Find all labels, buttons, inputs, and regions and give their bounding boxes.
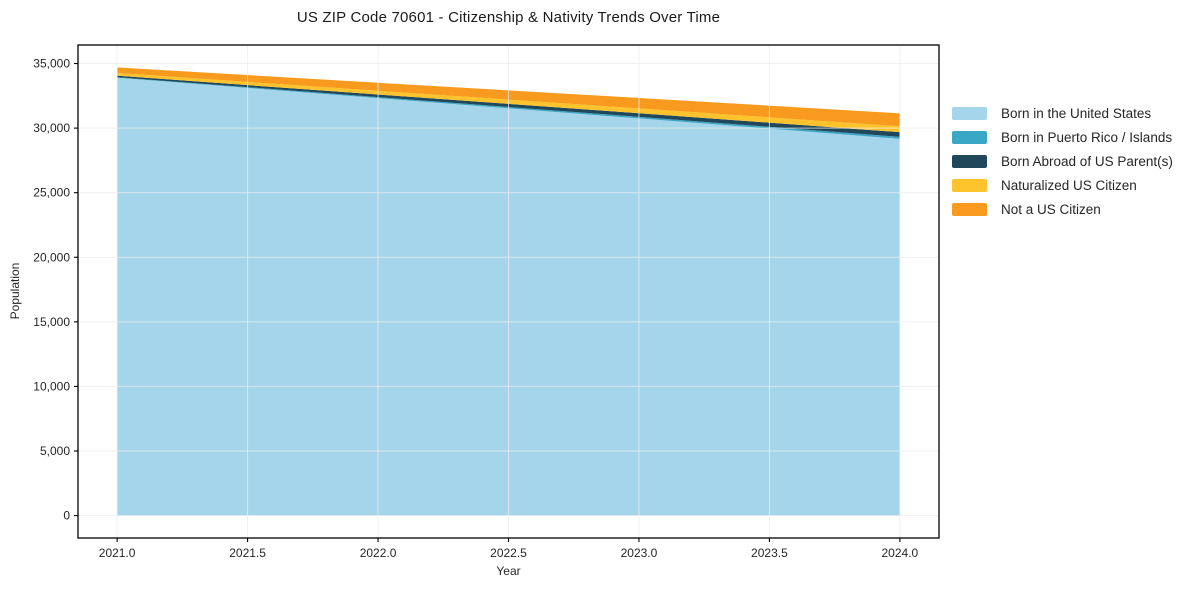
svg-text:20,000: 20,000 [33,250,70,264]
legend: Born in the United States Born in Puerto… [952,102,1173,221]
legend-item: Born in the United States [952,102,1173,126]
svg-text:2021.5: 2021.5 [229,546,266,560]
legend-item: Born Abroad of US Parent(s) [952,150,1173,174]
legend-label: Born in the United States [1001,106,1152,122]
svg-text:2023.5: 2023.5 [751,546,788,560]
svg-text:2023.0: 2023.0 [621,546,658,560]
svg-text:2021.0: 2021.0 [99,546,136,560]
legend-swatch-icon [952,154,987,168]
chart-title: US ZIP Code 70601 - Citizenship & Nativi… [296,9,721,26]
legend-swatch-icon [952,131,987,145]
x-axis-label: Year [496,564,521,578]
svg-text:25,000: 25,000 [33,186,70,200]
legend-label: Born in Puerto Rico / Islands [1001,130,1173,146]
legend-item: Not a US Citizen [952,197,1173,221]
svg-text:2024.0: 2024.0 [882,546,919,560]
svg-text:15,000: 15,000 [33,315,70,329]
svg-text:30,000: 30,000 [33,121,70,135]
legend-label: Not a US Citizen [1001,201,1101,217]
y-axis-label: Population [8,262,22,320]
svg-text:0: 0 [63,509,70,523]
legend-item: Born in Puerto Rico / Islands [952,126,1173,150]
legend-item: Naturalized US Citizen [952,173,1173,197]
legend-swatch-icon [952,107,987,121]
svg-text:35,000: 35,000 [33,57,70,71]
legend-label: Born Abroad of US Parent(s) [1001,153,1173,169]
legend-swatch-icon [952,178,987,192]
legend-label: Naturalized US Citizen [1001,177,1137,193]
svg-text:2022.0: 2022.0 [360,546,397,560]
svg-text:2022.5: 2022.5 [490,546,527,560]
svg-text:5,000: 5,000 [40,444,70,458]
legend-swatch-icon [952,202,987,216]
svg-text:10,000: 10,000 [33,379,70,393]
